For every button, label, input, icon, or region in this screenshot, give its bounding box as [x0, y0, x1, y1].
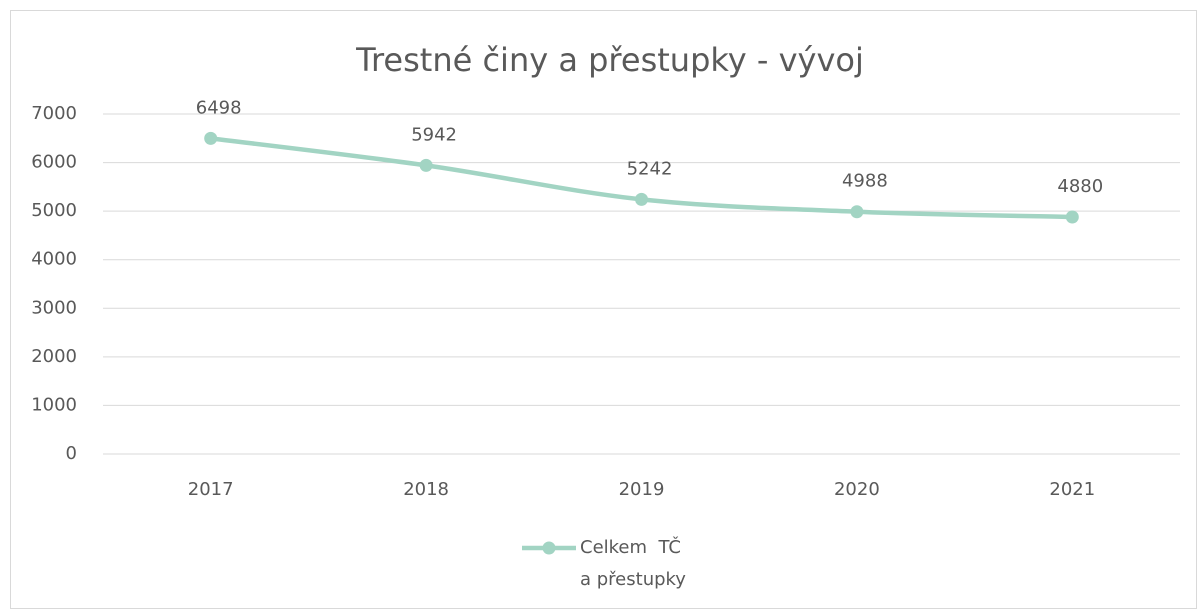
data-label: 6498 — [196, 97, 242, 118]
data-label: 5942 — [411, 124, 457, 145]
legend-label: Celkem TČ a přestupky — [580, 537, 687, 590]
y-tick-label: 0 — [66, 443, 77, 464]
legend-marker — [542, 541, 556, 555]
y-tick-label: 5000 — [31, 200, 77, 221]
x-tick-label: 2019 — [619, 479, 665, 500]
y-tick-label: 3000 — [31, 297, 77, 318]
y-tick-label: 4000 — [31, 249, 77, 270]
point — [635, 192, 648, 206]
x-tick-label: 2021 — [1049, 479, 1095, 500]
y-tick-label: 6000 — [31, 152, 77, 173]
point — [204, 131, 218, 145]
x-tick-label: 2018 — [403, 479, 449, 500]
x-tick-label: 2017 — [188, 479, 234, 500]
y-tick-label: 2000 — [31, 346, 77, 367]
y-tick-label: 1000 — [31, 394, 77, 415]
point — [850, 205, 864, 219]
point — [1065, 210, 1079, 224]
chart-border — [10, 10, 1197, 609]
data-label: 4880 — [1057, 176, 1103, 197]
point — [419, 158, 433, 172]
data-label: 4988 — [842, 171, 888, 192]
y-tick-label: 7000 — [31, 103, 77, 124]
chart-title: Trestné činy a přestupky - vývoj — [355, 41, 864, 79]
x-tick-label: 2020 — [834, 479, 880, 500]
data-label: 5242 — [627, 158, 673, 179]
